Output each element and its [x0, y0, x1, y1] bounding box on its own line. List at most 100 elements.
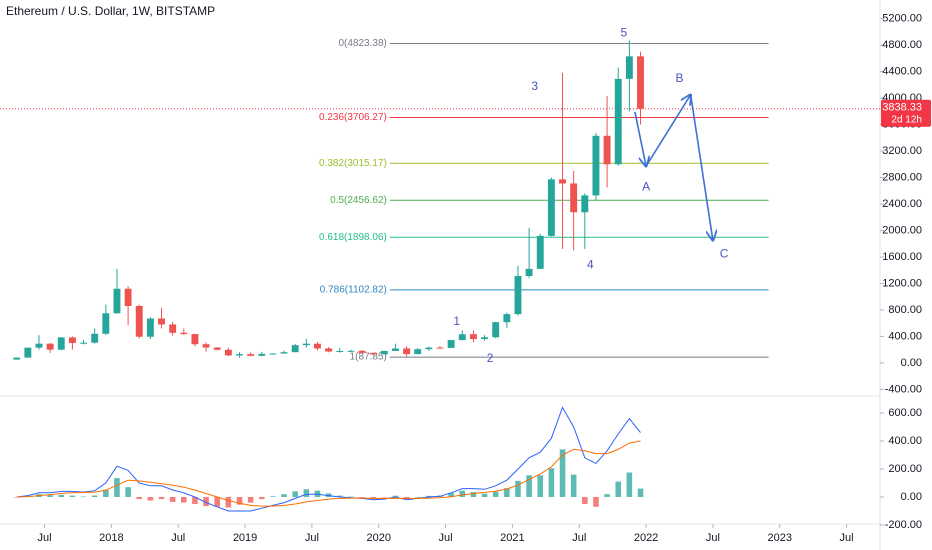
candle-body — [525, 268, 533, 277]
candle-body — [202, 344, 210, 348]
macd-histogram-bar — [537, 475, 544, 497]
y-tick-label: 2400.00 — [882, 198, 922, 210]
candle-body — [269, 353, 277, 355]
y-tick-label: 3200.00 — [882, 145, 922, 157]
candle-body — [447, 340, 455, 348]
candle-body — [503, 314, 511, 323]
candle-body — [247, 354, 255, 356]
x-tick-label: 2023 — [768, 532, 792, 544]
macd-histogram-bar — [47, 495, 53, 497]
candle-body — [570, 183, 578, 213]
candle-body — [391, 348, 399, 351]
candle-body — [46, 343, 54, 350]
candle-body — [369, 352, 377, 355]
projection-arrow — [689, 94, 713, 241]
macd-histogram-bar — [125, 487, 131, 497]
y-tick-label: 0.00 — [901, 357, 922, 369]
wave-label: 5 — [620, 25, 627, 39]
macd-histogram-bar — [91, 495, 98, 497]
macd-histogram-bar — [414, 496, 421, 498]
macd-histogram-bar — [559, 449, 566, 497]
macd-histogram-bar — [359, 496, 365, 498]
x-tick-label: Jul — [305, 532, 319, 544]
macd-histogram-bar — [548, 468, 555, 497]
candle-body — [35, 343, 43, 348]
y-tick-label: 2800.00 — [882, 171, 922, 183]
candle-body — [280, 352, 288, 354]
macd-histogram-bar — [470, 492, 477, 497]
candle-body — [224, 349, 232, 356]
chart-title: Ethereum / U.S. Dollar, 1W, BITSTAMP — [6, 4, 215, 18]
macd-histogram-bar — [270, 496, 276, 497]
macd-histogram-bar — [114, 478, 120, 497]
y2-tick-label: -200.00 — [885, 519, 922, 531]
candle-body — [236, 354, 243, 356]
x-tick-label: Jul — [38, 532, 52, 544]
candle-body — [302, 343, 310, 346]
candle-body — [603, 135, 611, 165]
last-price-box — [881, 99, 931, 127]
candle-body — [347, 350, 355, 352]
macd-histogram-bar — [336, 495, 343, 497]
wave-label: 1 — [453, 314, 460, 328]
macd-histogram-bar — [604, 494, 610, 497]
fib-label: 0.5(2456.62) — [330, 195, 387, 206]
macd-histogram-bar — [281, 494, 287, 497]
candle-body — [113, 288, 121, 314]
fib-label: 0.382(3015.17) — [319, 158, 387, 169]
candle-body — [68, 337, 76, 344]
y2-tick-label: 0.00 — [901, 491, 922, 503]
y-tick-label: 400.00 — [888, 330, 922, 342]
candle-body — [581, 195, 589, 213]
candle-body — [358, 350, 366, 353]
macd-histogram-bar — [292, 491, 298, 497]
macd-histogram-bar — [492, 491, 499, 497]
candle-body — [592, 135, 600, 196]
macd-histogram-bar — [370, 496, 376, 499]
macd-histogram-bar — [448, 493, 454, 497]
macd-histogram-bar — [504, 488, 510, 497]
last-price-label: 3838.33 — [882, 102, 922, 114]
candle-body — [380, 350, 388, 355]
wave-label: C — [720, 246, 729, 260]
fib-label: 1(87.85) — [350, 352, 387, 363]
macd-histogram-bar — [526, 475, 532, 497]
macd-histogram-bar — [58, 494, 65, 497]
macd-histogram-bar — [515, 480, 521, 497]
x-tick-label: Jul — [706, 532, 720, 544]
candle-body — [80, 342, 87, 344]
macd-histogram-bar — [236, 496, 243, 505]
candle-body — [403, 348, 411, 355]
macd-histogram-bar — [481, 493, 488, 497]
y-tick-label: 4400.00 — [882, 65, 922, 77]
wave-label: 2 — [487, 351, 494, 365]
wave-label: 4 — [587, 258, 594, 272]
candle-body — [425, 347, 433, 350]
macd-histogram-bar — [181, 496, 187, 503]
wave-label: B — [675, 71, 683, 85]
macd-histogram-bar — [69, 495, 76, 497]
macd-histogram-bar — [80, 496, 87, 498]
candle-body — [146, 318, 154, 337]
macd-histogram-bar — [136, 496, 143, 500]
candle-body — [325, 348, 333, 352]
candle-body — [414, 349, 422, 355]
macd-histogram-bar — [403, 496, 410, 499]
x-tick-label: Jul — [840, 532, 854, 544]
candle-body — [91, 333, 99, 343]
y-tick-label: 2000.00 — [882, 224, 922, 236]
candle-body — [13, 357, 21, 360]
candle-body — [336, 350, 344, 352]
macd-histogram-bar — [459, 490, 466, 497]
macd-histogram-bar — [593, 496, 599, 507]
macd-histogram-bar — [637, 488, 644, 497]
y2-tick-label: 600.00 — [888, 407, 922, 419]
y-tick-label: 1600.00 — [882, 251, 922, 263]
candle-body — [291, 345, 299, 353]
x-tick-label: 2021 — [500, 532, 524, 544]
y-tick-label: 5200.00 — [882, 13, 922, 25]
macd-histogram-bar — [582, 496, 588, 504]
x-tick-label: Jul — [171, 532, 185, 544]
candle-body — [158, 318, 165, 325]
